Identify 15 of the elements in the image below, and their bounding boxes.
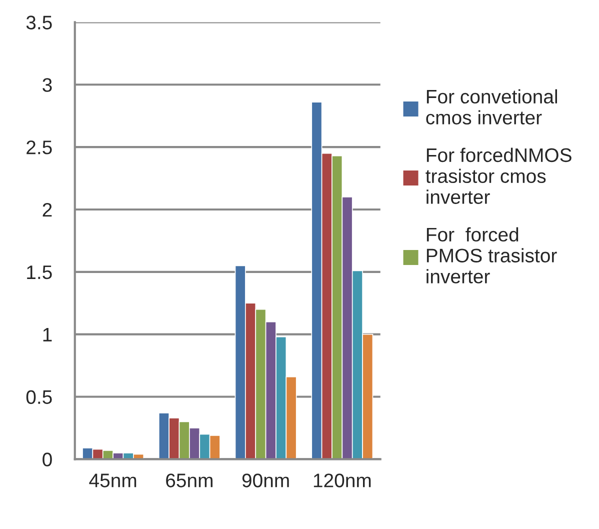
- y-tick-label: 0: [42, 452, 52, 466]
- y-tick-label: 1.5: [27, 266, 52, 280]
- x-tick-label: 45nm: [89, 474, 136, 488]
- legend-label: For convetional cmos inverter: [426, 89, 558, 124]
- y-tick-label: 2.5: [26, 140, 52, 154]
- y-tick-label: 3.5: [26, 16, 52, 30]
- x-tick-label: 65nm: [166, 474, 212, 488]
- y-tick-label: 2: [42, 202, 52, 217]
- y-tick-label: 1: [43, 328, 52, 342]
- x-tick-label: 90nm: [242, 474, 289, 488]
- legend-label: For forced PMOS trasistor inverter: [426, 227, 557, 284]
- y-tick-label: 0.5: [26, 390, 52, 404]
- y-tick-label: 3: [42, 78, 52, 92]
- x-tick-label: 120nm: [314, 474, 371, 488]
- legend-label: For forcedNMOS trasistor cmos inverter: [426, 148, 572, 204]
